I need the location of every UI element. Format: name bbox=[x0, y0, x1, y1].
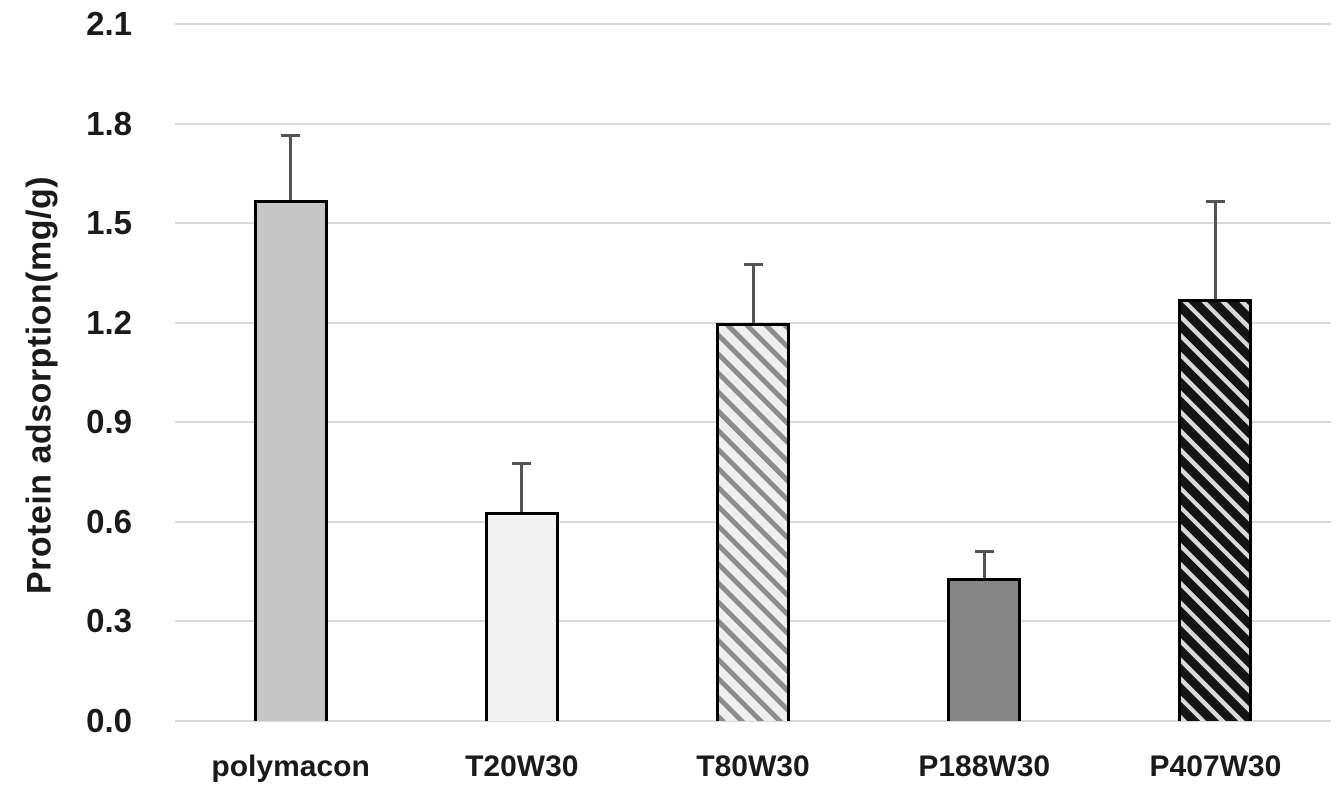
error-bar-cap bbox=[281, 133, 301, 137]
error-bar-cap bbox=[974, 550, 994, 554]
y-tick-label: 1.2 bbox=[86, 303, 132, 341]
error-bar-whisker bbox=[520, 462, 524, 512]
bar-t20w30 bbox=[484, 511, 559, 721]
error-bar-cap bbox=[1205, 199, 1225, 203]
y-tick-label: 0.9 bbox=[86, 403, 132, 441]
gridline bbox=[175, 122, 1331, 125]
bar-polymacon bbox=[253, 199, 328, 721]
y-tick-label: 1.8 bbox=[86, 104, 132, 142]
x-tick-label-t80w30: T80W30 bbox=[696, 750, 810, 783]
y-tick-label: 0.3 bbox=[86, 602, 132, 640]
bar-t80w30 bbox=[716, 322, 790, 721]
x-tick-label-p407w30: P407W30 bbox=[1149, 750, 1282, 783]
y-tick-label: 0.6 bbox=[86, 502, 132, 540]
error-bar-whisker bbox=[289, 133, 293, 200]
y-tick-label: 0.0 bbox=[86, 702, 132, 739]
gridline bbox=[175, 23, 1331, 25]
y-tick-label: 1.5 bbox=[86, 204, 132, 242]
error-bar-cap bbox=[743, 262, 763, 266]
y-tick-label: 2.1 bbox=[86, 5, 132, 42]
gridline bbox=[175, 720, 1331, 722]
error-bar-whisker bbox=[751, 262, 755, 323]
bar-p188w30 bbox=[947, 578, 1022, 721]
error-bar-cap bbox=[512, 462, 532, 466]
gridline bbox=[175, 222, 1331, 225]
x-tick-label-p188w30: P188W30 bbox=[918, 750, 1051, 783]
x-tick-label-t20w30: T20W30 bbox=[465, 750, 579, 783]
bar-p407w30 bbox=[1178, 299, 1253, 721]
error-bar-whisker bbox=[1213, 199, 1217, 300]
x-tick-label-polymacon: polymacon bbox=[211, 750, 370, 783]
error-bar-whisker bbox=[982, 550, 986, 579]
